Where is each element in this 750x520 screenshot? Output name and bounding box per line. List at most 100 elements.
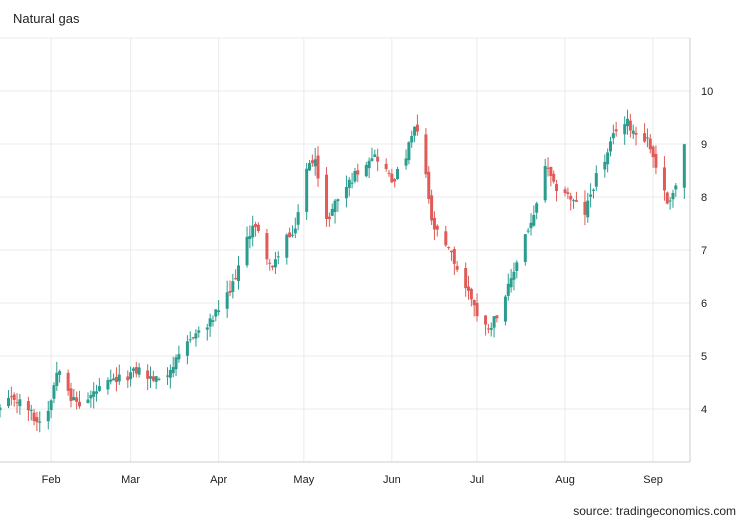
candle-body xyxy=(543,166,547,201)
candle-body xyxy=(256,224,260,232)
candle-body xyxy=(492,316,496,328)
y-tick-label: 7 xyxy=(701,245,707,257)
x-tick-label: Jun xyxy=(383,474,401,486)
candle-body xyxy=(506,283,510,296)
candle-body xyxy=(174,357,178,370)
candle-body xyxy=(273,259,277,268)
candle-body xyxy=(611,133,615,139)
candle-body xyxy=(325,174,329,219)
candle-body xyxy=(376,156,380,162)
candle-body xyxy=(38,421,42,423)
candle-body xyxy=(645,137,649,139)
candle-body xyxy=(430,195,434,221)
candle-body xyxy=(643,133,647,142)
candle-body xyxy=(49,400,53,411)
candle-body xyxy=(12,394,16,400)
candle-body xyxy=(682,144,686,188)
candle-body xyxy=(668,200,672,202)
candle-body xyxy=(546,167,550,169)
candle-body xyxy=(347,179,351,188)
x-tick-label: Jul xyxy=(470,474,484,486)
candle-body xyxy=(623,124,627,135)
candle-body xyxy=(572,200,576,202)
candle-body xyxy=(631,130,635,134)
candle-body xyxy=(563,189,567,194)
candle-body xyxy=(231,281,235,292)
candle-body xyxy=(475,302,479,317)
candle-body xyxy=(464,267,468,289)
candle-body xyxy=(415,124,419,132)
candle-body xyxy=(356,170,360,175)
candle-body xyxy=(384,163,388,170)
candle-body xyxy=(46,410,50,422)
x-tick-label: Feb xyxy=(42,474,61,486)
candle-body xyxy=(89,395,93,399)
candle-body xyxy=(634,132,638,135)
candle-body xyxy=(509,278,513,288)
candle-body xyxy=(435,225,439,230)
candle-body xyxy=(69,388,73,402)
candle-body xyxy=(32,412,36,421)
candle-body xyxy=(390,173,394,183)
candle-body xyxy=(225,292,229,309)
candle-body xyxy=(58,371,62,375)
candle-body xyxy=(549,166,553,176)
candle-body xyxy=(532,214,536,226)
candle-body xyxy=(407,142,411,161)
candle-body xyxy=(109,379,113,382)
candle-body xyxy=(651,146,655,158)
candle-body xyxy=(188,339,192,341)
candle-body xyxy=(367,160,371,169)
y-tick-label: 5 xyxy=(701,351,707,363)
candle-body xyxy=(205,327,209,330)
candle-body xyxy=(29,409,33,411)
candle-body xyxy=(117,374,121,382)
candle-body xyxy=(529,222,533,229)
candle-body xyxy=(157,378,161,380)
candle-body xyxy=(594,173,598,187)
candle-body xyxy=(574,200,578,202)
candle-body xyxy=(455,266,459,270)
candle-body xyxy=(526,230,530,232)
candle-body xyxy=(248,235,252,240)
candle-body xyxy=(276,256,280,258)
candle-body xyxy=(424,134,428,175)
candle-body xyxy=(444,231,448,246)
candle-body xyxy=(72,397,76,401)
candle-body xyxy=(484,315,488,325)
candle-body xyxy=(413,126,417,136)
candle-body xyxy=(447,247,451,249)
candle-body xyxy=(9,396,13,398)
candle-body xyxy=(393,179,397,182)
candle-body xyxy=(285,234,289,258)
candle-body xyxy=(171,367,175,374)
candle-body xyxy=(353,171,357,182)
candle-body xyxy=(535,203,539,213)
candle-body xyxy=(327,216,331,220)
candle-body xyxy=(296,212,300,225)
candle-body xyxy=(308,163,312,171)
candle-body xyxy=(608,141,612,152)
candle-body xyxy=(614,129,618,132)
candle-body xyxy=(387,172,391,174)
candle-body xyxy=(569,195,573,200)
candle-body xyxy=(555,184,559,191)
candle-body xyxy=(95,391,99,394)
candle-body xyxy=(566,192,570,194)
candle-body xyxy=(106,380,110,390)
candle-body xyxy=(552,173,556,182)
candle-body xyxy=(148,376,152,379)
x-tick-label: Mar xyxy=(121,474,140,486)
candle-body xyxy=(467,286,471,291)
candle-body xyxy=(177,354,181,360)
candle-body xyxy=(214,309,218,317)
candle-body xyxy=(191,337,195,339)
candle-body xyxy=(154,376,158,382)
candle-body xyxy=(293,228,297,234)
candle-body xyxy=(7,397,11,407)
candle-body xyxy=(586,200,590,218)
candle-body xyxy=(290,234,294,236)
candle-body xyxy=(75,397,79,402)
x-tick-label: Sep xyxy=(643,474,663,486)
